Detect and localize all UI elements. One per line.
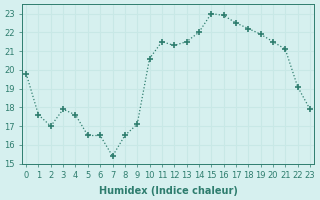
X-axis label: Humidex (Indice chaleur): Humidex (Indice chaleur) — [99, 186, 237, 196]
